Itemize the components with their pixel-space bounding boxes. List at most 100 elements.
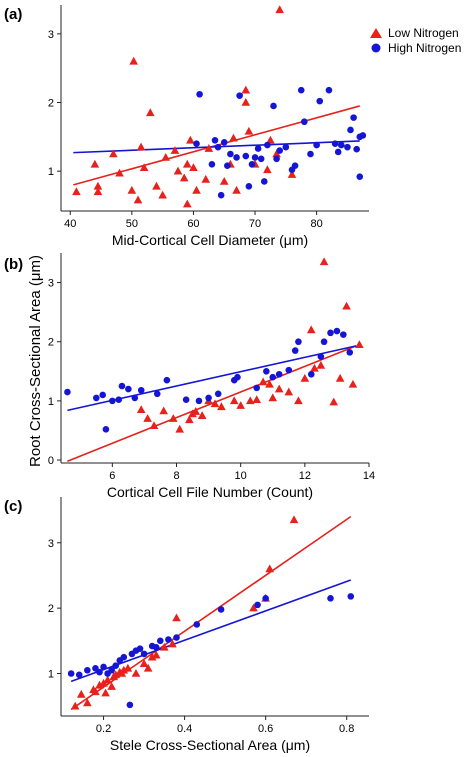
data-point-low-nitrogen — [143, 414, 152, 422]
data-point-low-nitrogen — [133, 195, 143, 204]
data-point-low-nitrogen — [232, 185, 241, 194]
panel-a-chart: Mid-Cortical Cell Diameter (μm) 40 50 60 70… — [48, 5, 369, 248]
data-point-high-nitrogen — [269, 373, 277, 381]
data-point-high-nitrogen — [248, 161, 256, 168]
data-point-high-nitrogen — [96, 668, 103, 676]
data-point-low-nitrogen — [101, 688, 110, 697]
data-point-low-nitrogen — [99, 678, 108, 687]
data-point-high-nitrogen — [260, 178, 268, 185]
data-point-high-nitrogen — [297, 86, 305, 94]
x-tick-label: 14 — [363, 470, 375, 482]
data-point-high-nitrogen — [234, 373, 241, 381]
data-point-high-nitrogen — [285, 366, 293, 374]
panel-c-label: (c) — [4, 498, 22, 515]
data-point-high-nitrogen — [307, 370, 315, 378]
data-point-high-nitrogen — [193, 621, 201, 628]
data-point-high-nitrogen — [100, 663, 107, 671]
data-point-low-nitrogen — [115, 168, 124, 177]
data-point-low-nitrogen — [275, 5, 284, 14]
data-point-low-nitrogen — [191, 407, 201, 415]
data-point-high-nitrogen — [291, 347, 299, 354]
legend-low-nitrogen-label: Low Nitrogen — [388, 26, 459, 40]
data-point-low-nitrogen — [310, 363, 319, 372]
data-point-low-nitrogen — [119, 665, 129, 674]
data-point-high-nitrogen — [115, 396, 123, 404]
y-tick-label: 3 — [48, 538, 54, 550]
data-point-high-nitrogen — [217, 606, 225, 613]
y-tick-label: 3 — [48, 29, 54, 41]
fit-line-low-nitrogen — [70, 515, 352, 711]
data-point-low-nitrogen — [249, 603, 258, 612]
data-point-high-nitrogen — [233, 154, 240, 161]
data-point-low-nitrogen — [139, 659, 149, 668]
data-point-high-nitrogen — [163, 376, 171, 384]
data-point-high-nitrogen — [254, 145, 262, 152]
data-point-high-nitrogen — [275, 370, 283, 378]
data-point-low-nitrogen — [306, 325, 316, 334]
data-point-low-nitrogen — [131, 669, 141, 677]
data-point-low-nitrogen — [168, 639, 177, 648]
data-point-low-nitrogen — [201, 174, 211, 183]
data-point-low-nitrogen — [76, 689, 86, 698]
x-tick-label: 6 — [109, 470, 115, 482]
data-point-high-nitrogen — [313, 141, 320, 149]
data-point-high-nitrogen — [136, 645, 144, 652]
data-point-high-nitrogen — [325, 86, 333, 94]
data-point-high-nitrogen — [214, 390, 222, 398]
data-point-low-nitrogen — [192, 185, 201, 194]
data-point-high-nitrogen — [253, 384, 261, 392]
data-point-low-nitrogen — [189, 163, 198, 172]
data-point-low-nitrogen — [127, 185, 137, 194]
data-point-high-nitrogen — [67, 670, 75, 677]
data-point-high-nitrogen — [356, 173, 364, 180]
data-point-low-nitrogen — [173, 166, 183, 175]
data-point-low-nitrogen — [146, 108, 155, 117]
data-point-high-nitrogen — [165, 636, 172, 643]
data-point-low-nitrogen — [185, 415, 194, 424]
shared-ylabel: Root Cross-Sectional Area (μm) — [27, 255, 44, 467]
y-tick-label: 2 — [48, 603, 54, 615]
data-point-high-nitrogen — [224, 162, 231, 169]
y-tick-label: 2 — [48, 337, 54, 349]
y-tick-label: 3 — [48, 278, 54, 290]
data-point-low-nitrogen — [287, 170, 297, 178]
data-point-low-nitrogen — [149, 421, 159, 430]
data-point-low-nitrogen — [160, 642, 169, 651]
data-point-low-nitrogen — [158, 190, 167, 199]
data-point-low-nitrogen — [263, 165, 272, 174]
x-tick-label: 0.8 — [339, 723, 354, 735]
data-point-low-nitrogen — [93, 181, 103, 190]
data-point-low-nitrogen — [335, 373, 345, 382]
data-point-low-nitrogen — [219, 176, 229, 185]
data-point-low-nitrogen — [161, 152, 171, 161]
panel-b-chart: Cortical Cell File Number (Count) Root C… — [27, 253, 375, 500]
data-point-high-nitrogen — [270, 102, 277, 110]
data-point-low-nitrogen — [236, 401, 245, 409]
data-point-high-nitrogen — [344, 143, 351, 151]
data-point-high-nitrogen — [276, 147, 283, 154]
data-point-high-nitrogen — [264, 141, 271, 149]
y-tick-label: 2 — [48, 98, 54, 110]
data-point-low-nitrogen — [168, 414, 178, 422]
data-point-high-nitrogen — [327, 595, 334, 602]
data-point-high-nitrogen — [131, 394, 139, 402]
data-point-low-nitrogen — [139, 163, 149, 172]
data-point-high-nitrogen — [227, 150, 234, 158]
data-point-high-nitrogen — [112, 662, 120, 669]
data-point-low-nitrogen — [109, 149, 118, 158]
data-point-high-nitrogen — [99, 391, 107, 399]
y-tick-label: 1 — [48, 669, 54, 681]
data-point-low-nitrogen — [143, 663, 153, 672]
panel-c-chart: Stele Cross-Sectional Area (μm) 0.2 0.4 0.… — [48, 497, 369, 753]
data-point-low-nitrogen — [175, 424, 185, 433]
data-point-high-nitrogen — [140, 650, 148, 658]
data-point-low-nitrogen — [289, 515, 299, 524]
data-point-low-nitrogen — [186, 135, 195, 144]
data-point-high-nitrogen — [108, 666, 115, 674]
data-point-low-nitrogen — [204, 144, 214, 152]
data-point-low-nitrogen — [210, 399, 220, 408]
data-point-high-nitrogen — [182, 396, 190, 404]
data-point-low-nitrogen — [91, 687, 100, 696]
data-point-low-nitrogen — [319, 257, 329, 266]
